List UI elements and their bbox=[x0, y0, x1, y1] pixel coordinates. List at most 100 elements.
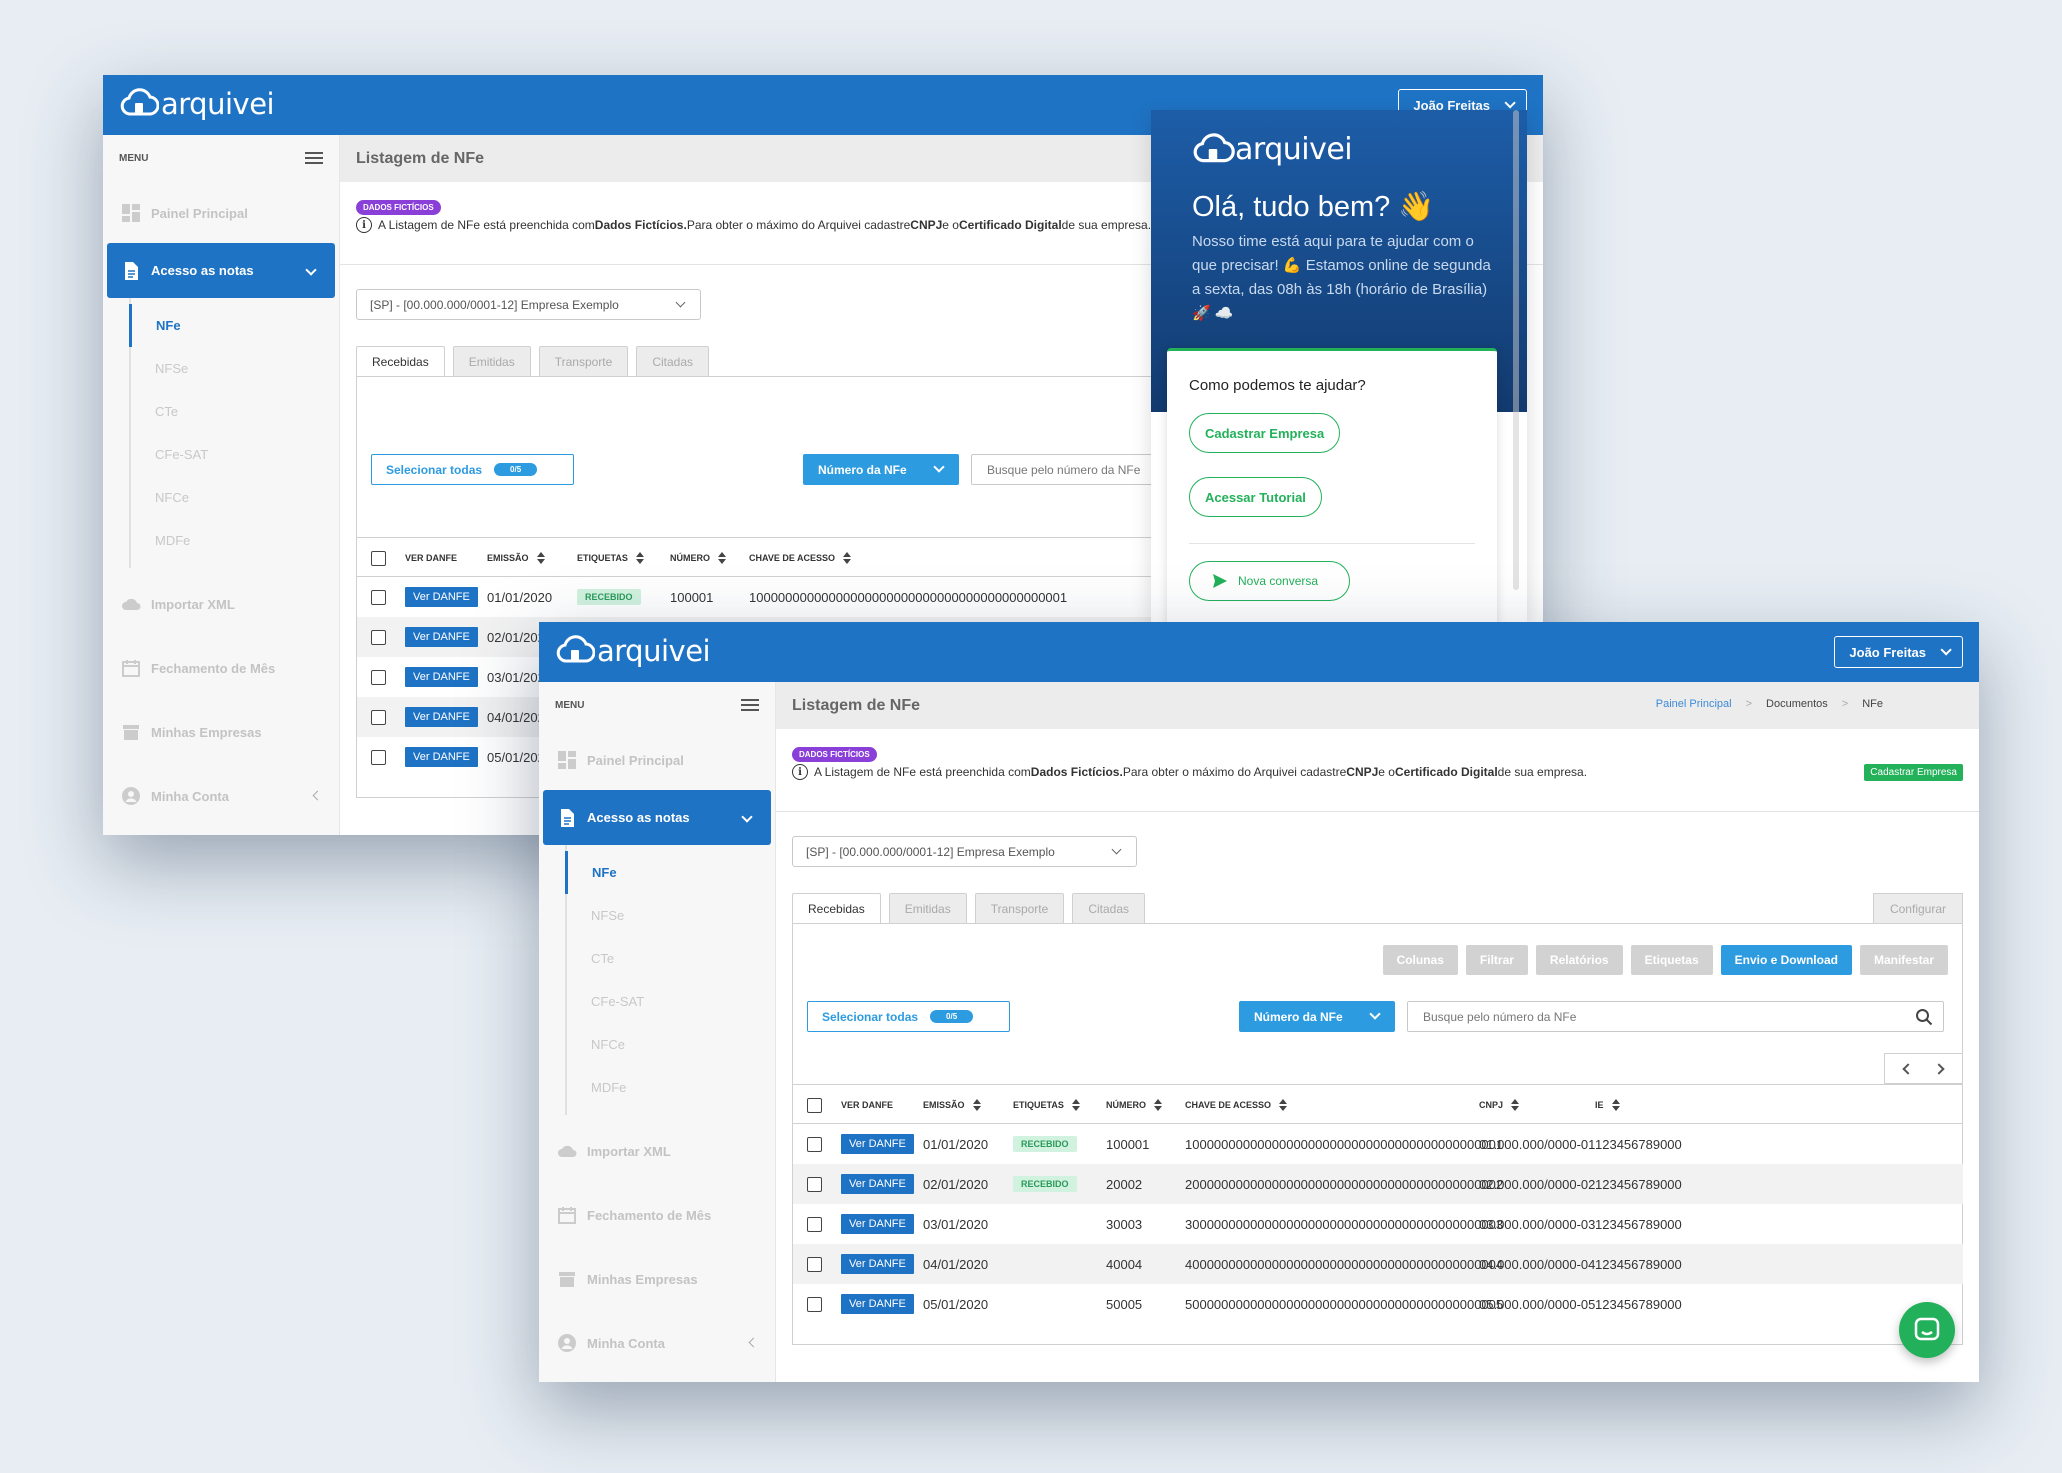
sidebar-item-empresas[interactable]: Minhas Empresas bbox=[103, 722, 339, 742]
chat-launcher-button[interactable] bbox=[1899, 1302, 1955, 1358]
chevron-right-icon[interactable] bbox=[1933, 1062, 1945, 1075]
sidebar-sub-nfce[interactable]: NFCe bbox=[591, 1037, 625, 1052]
table-row[interactable]: Ver DANFE 02/01/2020 RECEBIDO 20002 20000000… bbox=[793, 1164, 1963, 1204]
sidebar-sub-nfse[interactable]: NFSe bbox=[591, 908, 625, 923]
row-checkbox[interactable] bbox=[371, 749, 386, 765]
header-numero[interactable]: NÚMERO bbox=[670, 538, 726, 578]
hamburger-icon[interactable] bbox=[305, 152, 323, 164]
arquivei-logo[interactable]: arquivei bbox=[119, 87, 275, 121]
sidebar-sub-nfe[interactable]: NFe bbox=[565, 851, 775, 894]
sidebar-sub-cte[interactable]: CTe bbox=[591, 951, 615, 966]
user-menu-button[interactable]: João Freitas bbox=[1834, 636, 1963, 668]
tab-transporte[interactable]: Transporte bbox=[538, 346, 629, 376]
row-checkbox[interactable] bbox=[371, 709, 386, 725]
sidebar-item-importar[interactable]: Importar XML bbox=[103, 594, 339, 614]
ver-danfe-button[interactable]: Ver DANFE bbox=[841, 1294, 914, 1314]
company-select[interactable]: [SP] - [00.000.000/0001-12] Empresa Exem… bbox=[356, 289, 701, 320]
labels-button[interactable]: Etiquetas bbox=[1630, 945, 1713, 975]
chevron-left-icon[interactable] bbox=[1902, 1062, 1914, 1075]
company-select[interactable]: [SP] - [00.000.000/0001-12] Empresa Exem… bbox=[792, 836, 1137, 867]
ver-danfe-button[interactable]: Ver DANFE bbox=[841, 1134, 914, 1154]
sidebar-sub-mdfe[interactable]: MDFe bbox=[591, 1080, 627, 1095]
tab-citadas[interactable]: Citadas bbox=[1072, 893, 1145, 923]
table-row[interactable]: Ver DANFE 01/01/2020 RECEBIDO 100001 1000000… bbox=[793, 1124, 1963, 1164]
send-download-button[interactable]: Envio e Download bbox=[1720, 945, 1852, 975]
sidebar-item-fechamento[interactable]: Fechamento de Mês bbox=[103, 658, 339, 678]
row-checkbox[interactable] bbox=[807, 1256, 822, 1272]
header-emissao[interactable]: EMISSÃO bbox=[487, 538, 545, 578]
sidebar-sub-nfce[interactable]: NFCe bbox=[155, 490, 189, 505]
sidebar-item-fechamento[interactable]: Fechamento de Mês bbox=[539, 1205, 775, 1225]
tab-recebidas[interactable]: Recebidas bbox=[792, 893, 881, 923]
new-conversation-button[interactable]: Nova conversa bbox=[1189, 561, 1350, 601]
row-checkbox[interactable] bbox=[371, 589, 386, 605]
header-etiquetas[interactable]: ETIQUETAS bbox=[1013, 1085, 1080, 1125]
header-numero[interactable]: NÚMERO bbox=[1106, 1085, 1162, 1125]
columns-button[interactable]: Colunas bbox=[1382, 945, 1458, 975]
header-cnpj[interactable]: CNPJ bbox=[1479, 1085, 1520, 1125]
table-row[interactable]: Ver DANFE 04/01/2020 40004 4000000000000000… bbox=[793, 1244, 1963, 1284]
arquivei-logo[interactable]: arquivei bbox=[555, 634, 711, 668]
sidebar-item-empresas[interactable]: Minhas Empresas bbox=[539, 1269, 775, 1289]
row-checkbox[interactable] bbox=[371, 629, 386, 645]
select-all-checkbox[interactable] bbox=[371, 550, 386, 566]
row-checkbox[interactable] bbox=[807, 1296, 822, 1312]
ver-danfe-button[interactable]: Ver DANFE bbox=[405, 627, 478, 647]
header-chave[interactable]: CHAVE DE ACESSO bbox=[1185, 1085, 1288, 1125]
ver-danfe-button[interactable]: Ver DANFE bbox=[405, 667, 478, 687]
hamburger-icon[interactable] bbox=[741, 699, 759, 711]
sidebar-sub-cte[interactable]: CTe bbox=[155, 404, 179, 419]
row-checkbox[interactable] bbox=[807, 1176, 822, 1192]
sidebar-item-conta[interactable]: Minha Conta bbox=[539, 1333, 775, 1353]
search-input[interactable]: Busque pelo número da NFe bbox=[1407, 1001, 1944, 1032]
breadcrumb-documentos[interactable]: Documentos bbox=[1766, 698, 1828, 710]
ver-danfe-button[interactable]: Ver DANFE bbox=[841, 1214, 914, 1234]
register-company-button[interactable]: Cadastrar Empresa bbox=[1189, 413, 1341, 453]
row-checkbox[interactable] bbox=[807, 1216, 822, 1232]
tab-recebidas[interactable]: Recebidas bbox=[356, 346, 445, 376]
chevron-left-icon[interactable] bbox=[748, 1337, 759, 1348]
sidebar-item-painel[interactable]: Painel Principal bbox=[539, 750, 775, 770]
ver-danfe-button[interactable]: Ver DANFE bbox=[841, 1174, 914, 1194]
register-company-button[interactable]: Cadastrar Empresa bbox=[1864, 764, 1963, 781]
sidebar-item-acesso-notas[interactable]: Acesso as notas bbox=[543, 790, 771, 845]
ver-danfe-button[interactable]: Ver DANFE bbox=[841, 1254, 914, 1274]
sidebar-sub-nfe[interactable]: NFe bbox=[129, 304, 339, 347]
select-all-button[interactable]: Selecionar todas 0/5 bbox=[371, 454, 574, 485]
sidebar-item-conta[interactable]: Minha Conta bbox=[103, 786, 339, 806]
sidebar-sub-cfe-sat[interactable]: CFe-SAT bbox=[155, 447, 209, 462]
row-checkbox[interactable] bbox=[371, 669, 386, 685]
select-all-button[interactable]: Selecionar todas 0/5 bbox=[807, 1001, 1010, 1032]
sidebar-item-painel[interactable]: Painel Principal bbox=[103, 203, 339, 223]
header-chave[interactable]: CHAVE DE ACESSO bbox=[749, 538, 852, 578]
ver-danfe-button[interactable]: Ver DANFE bbox=[405, 707, 478, 727]
tutorial-button[interactable]: Acessar Tutorial bbox=[1189, 477, 1322, 517]
ver-danfe-button[interactable]: Ver DANFE bbox=[405, 587, 478, 607]
tab-transporte[interactable]: Transporte bbox=[974, 893, 1065, 923]
tab-citadas[interactable]: Citadas bbox=[636, 346, 709, 376]
table-row[interactable]: Ver DANFE 01/01/2020 RECEBIDO 100001 1000000… bbox=[357, 577, 1527, 617]
sidebar-sub-nfse[interactable]: NFSe bbox=[155, 361, 189, 376]
search-filter-dropdown[interactable]: Número da NFe bbox=[1239, 1001, 1395, 1032]
sidebar-item-importar[interactable]: Importar XML bbox=[539, 1141, 775, 1161]
chat-scrollbar[interactable] bbox=[1513, 110, 1519, 590]
header-etiquetas[interactable]: ETIQUETAS bbox=[577, 538, 644, 578]
search-icon[interactable] bbox=[1915, 1008, 1933, 1026]
table-row[interactable]: Ver DANFE 03/01/2020 30003 3000000000000000… bbox=[793, 1204, 1963, 1244]
sidebar-item-acesso-notas[interactable]: Acesso as notas bbox=[107, 243, 335, 298]
sidebar-sub-mdfe[interactable]: MDFe bbox=[155, 533, 191, 548]
row-checkbox[interactable] bbox=[807, 1136, 822, 1152]
chevron-left-icon[interactable] bbox=[312, 790, 323, 801]
tab-emitidas[interactable]: Emitidas bbox=[888, 893, 967, 923]
filter-button[interactable]: Filtrar bbox=[1465, 945, 1528, 975]
configure-tab[interactable]: Configurar bbox=[1872, 893, 1963, 923]
manifest-button[interactable]: Manifestar bbox=[1859, 945, 1948, 975]
ver-danfe-button[interactable]: Ver DANFE bbox=[405, 747, 478, 767]
sidebar-sub-cfe-sat[interactable]: CFe-SAT bbox=[591, 994, 645, 1009]
breadcrumb-painel[interactable]: Painel Principal bbox=[1655, 698, 1732, 710]
reports-button[interactable]: Relatórios bbox=[1535, 945, 1623, 975]
select-all-checkbox[interactable] bbox=[807, 1097, 822, 1113]
table-row[interactable]: Ver DANFE 05/01/2020 50005 5000000000000000… bbox=[793, 1284, 1963, 1324]
header-emissao[interactable]: EMISSÃO bbox=[923, 1085, 981, 1125]
tab-emitidas[interactable]: Emitidas bbox=[452, 346, 531, 376]
